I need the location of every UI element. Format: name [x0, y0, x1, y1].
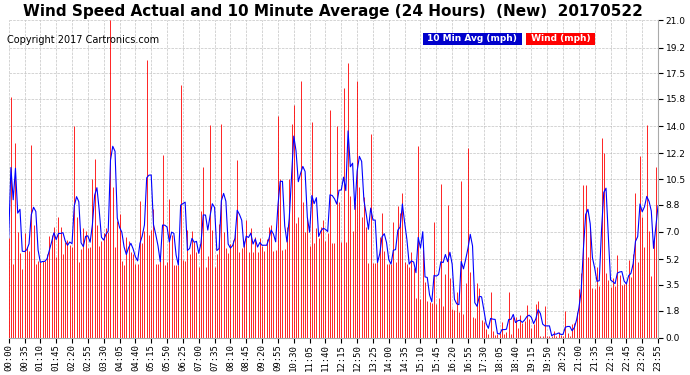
- Text: Wind (mph): Wind (mph): [528, 34, 593, 43]
- Text: 10 Min Avg (mph): 10 Min Avg (mph): [424, 34, 520, 43]
- Title: Wind Speed Actual and 10 Minute Average (24 Hours)  (New)  20170522: Wind Speed Actual and 10 Minute Average …: [23, 4, 643, 19]
- Text: Copyright 2017 Cartronics.com: Copyright 2017 Cartronics.com: [7, 35, 159, 45]
